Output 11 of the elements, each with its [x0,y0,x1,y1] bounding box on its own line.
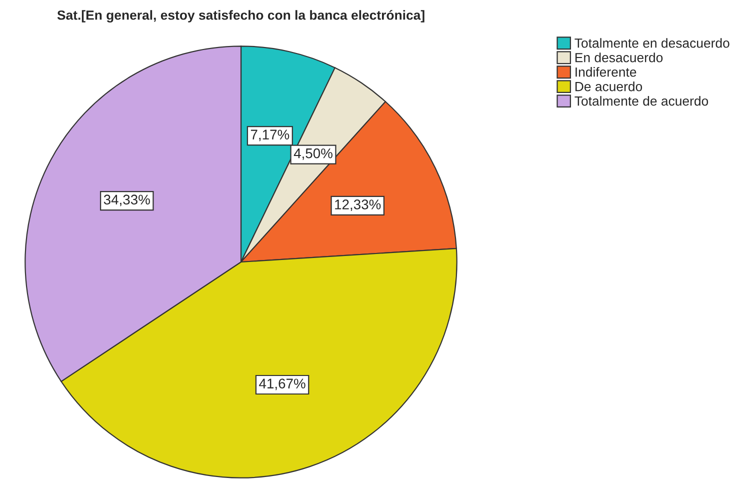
legend-label: Totalmente de acuerdo [574,96,708,106]
data-label: 7,17% [250,130,290,142]
data-label: 4,50% [294,148,332,160]
data-label: 12,33% [335,200,381,212]
data-label: 34,33% [104,194,150,206]
legend-label: Totalmente en desacuerdo [574,38,730,48]
legend-label: Indiferente [576,67,636,77]
data-label: 41,67% [259,378,306,390]
chart-title: Sat.[En general, estoy satisfecho con la banca electrónica] [57,10,424,22]
legend-label: De acuerdo [575,82,642,92]
legend-label: En desacuerdo [575,52,663,62]
